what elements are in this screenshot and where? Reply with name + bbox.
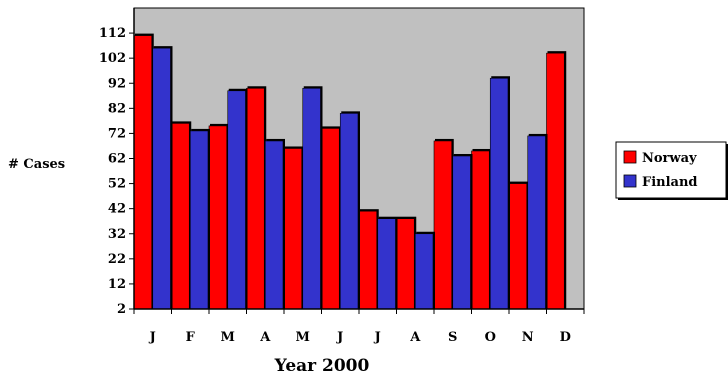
y-tick-label: 62: [108, 152, 126, 167]
y-tick-labels: 2 12 22 32 42 52 62 72 82 92 102 112: [99, 26, 134, 317]
x-tick-label: A: [409, 330, 421, 345]
bar-finland-8: [452, 155, 471, 310]
bar-norway-3: [246, 87, 265, 310]
x-tick-label: J: [374, 330, 381, 345]
x-tick-label: A: [259, 330, 271, 345]
legend-label-norway: Norway: [642, 151, 697, 166]
y-tick-label: 72: [108, 126, 126, 141]
x-tick-label: D: [560, 330, 571, 345]
x-axis-label: Year 2000: [274, 356, 370, 376]
y-tick-label: 102: [99, 51, 126, 66]
bar-finland-4: [302, 87, 321, 310]
bar-finland-3: [264, 140, 284, 310]
bar-finland-10: [527, 135, 546, 310]
bar-norway-5: [321, 128, 340, 310]
y-tick-label: 42: [108, 202, 126, 217]
x-tick-label: M: [221, 330, 235, 345]
x-tick-label: J: [336, 330, 343, 345]
y-tick-label: 2: [117, 302, 126, 317]
legend: Norway Finland: [615, 141, 728, 200]
bar-norway-1: [171, 123, 190, 310]
bar-finland-1: [189, 130, 209, 310]
bar-norway-0: [133, 35, 153, 310]
bar-finland-7: [414, 233, 434, 310]
bar-finland-2: [227, 90, 246, 310]
legend-swatch-finland: [623, 174, 637, 188]
y-tick-label: 22: [108, 252, 126, 267]
bars: [133, 33, 567, 310]
legend-label-finland: Finland: [642, 175, 698, 190]
y-tick-label: 12: [108, 277, 126, 292]
bar-norway-11: [546, 52, 565, 310]
x-tick-label: S: [448, 330, 457, 345]
y-tick-label: 52: [108, 177, 126, 192]
y-tick-label: 82: [108, 101, 126, 116]
bar-finland-6: [377, 218, 396, 310]
bar-norway-6: [358, 210, 378, 310]
bar-finland-5: [339, 113, 359, 310]
y-tick-label: 92: [108, 76, 126, 91]
y-axis-label: # Cases: [8, 157, 65, 172]
x-tick-label: N: [522, 330, 534, 345]
bar-norway-8: [433, 140, 453, 310]
bar-finland-9: [489, 77, 509, 310]
x-tick-label: O: [485, 330, 496, 345]
x-tick-label: J: [149, 330, 156, 345]
bar-norway-10: [508, 183, 528, 310]
legend-swatch-norway: [623, 150, 637, 164]
bar-norway-7: [396, 218, 415, 310]
bar-norway-9: [471, 150, 490, 310]
x-tick-label: F: [186, 330, 196, 345]
x-tick-label: M: [296, 330, 310, 345]
bar-norway-4: [283, 148, 303, 310]
y-tick-label: 32: [108, 227, 126, 242]
y-tick-label: 112: [99, 26, 126, 41]
bar-norway-2: [208, 125, 228, 310]
bar-finland-0: [152, 47, 171, 310]
